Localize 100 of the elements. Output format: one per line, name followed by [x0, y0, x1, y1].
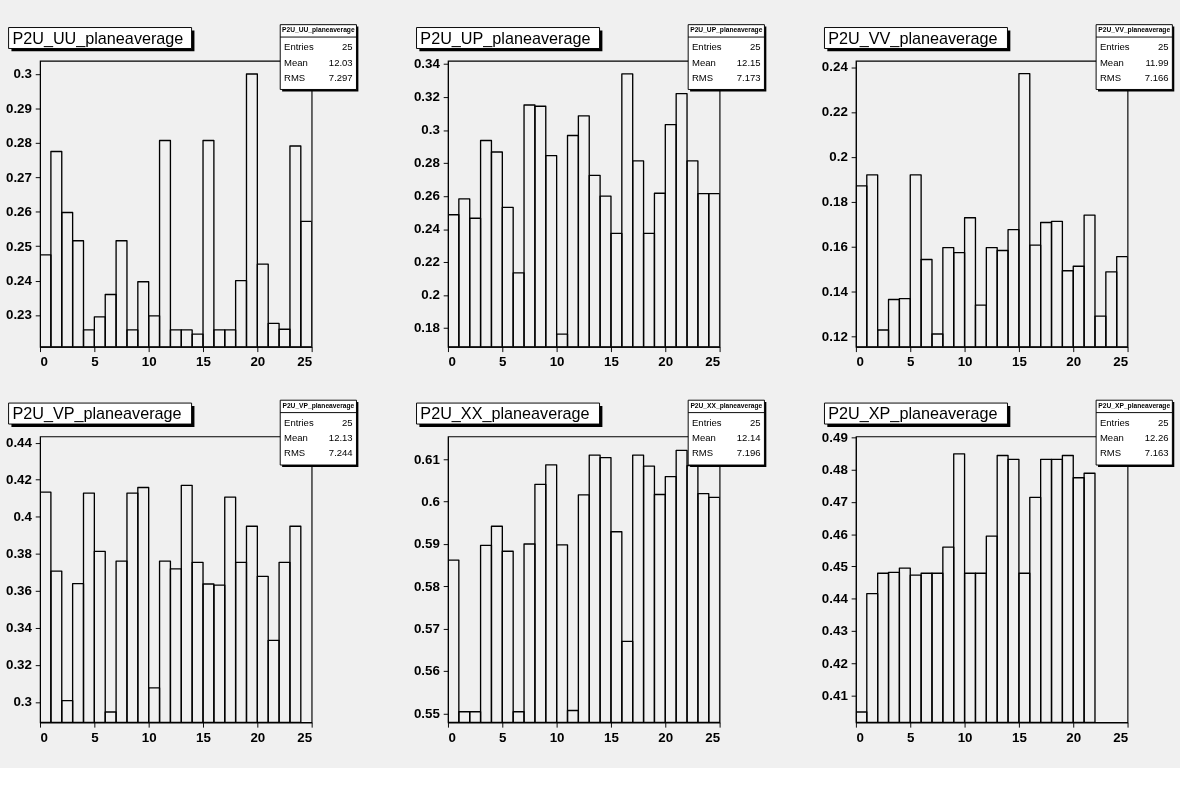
y-tick-label: 0.48 [821, 461, 848, 477]
text: 7.297 [328, 71, 353, 83]
x-tick-label: 15 [1011, 729, 1028, 745]
x-tick-label: 5 [907, 354, 916, 370]
annotation: RMS [691, 447, 714, 459]
x-tick-label: 10 [141, 729, 157, 745]
y-tick-label: 0.46 [821, 526, 848, 542]
y-tick-label: 0.22 [821, 104, 848, 120]
x-tick-label: 0 [856, 729, 864, 745]
text: 12.03 [328, 56, 353, 68]
chart-title: P2U_XP_planeaverage [828, 404, 998, 424]
y-tick-label: 0.61 [413, 451, 441, 467]
y-tick-label: 0.3 [13, 66, 32, 82]
x-tick-label: 25 [705, 354, 721, 370]
text: 12.13 [328, 432, 353, 444]
text: Entries [284, 416, 314, 428]
x-tick-label: 15 [196, 729, 212, 745]
y-tick-label: 0.45 [821, 558, 849, 574]
y-tick-label: 0.34 [5, 620, 33, 636]
annotation: Mean [284, 56, 308, 68]
x-tick-label: 5 [91, 354, 100, 370]
x-tick-label: 5 [91, 729, 100, 745]
text: 25 [1157, 41, 1169, 53]
y-tick-label: 0.23 [5, 307, 32, 323]
text: 7.196 [736, 447, 761, 459]
y-tick-label: 0.3 [13, 694, 32, 710]
y-tick-label: 0.2 [421, 287, 440, 303]
y-tick-label: 0.49 [821, 429, 848, 445]
text: 7.173 [736, 71, 761, 83]
y-tick-label: 0.18 [821, 194, 848, 210]
text: 25 [750, 41, 761, 53]
y-tick-label: 0.24 [413, 221, 441, 237]
text: Entries [691, 416, 722, 428]
y-tick-label: 0.29 [5, 100, 32, 116]
y-tick-label: 0.25 [5, 238, 33, 254]
x-tick-label: 0 [856, 354, 864, 370]
chart-title: P2U_UU_planeaverage [12, 28, 184, 48]
x-tick-label: 25 [705, 729, 721, 745]
x-tick-label: 15 [196, 354, 212, 370]
y-tick-label: 0.28 [5, 135, 32, 151]
chart-title: P2U_VP_planeaverage [12, 404, 182, 424]
annotation: RMS [284, 447, 306, 459]
y-tick-label: 0.4 [13, 509, 33, 525]
y-tick-label: 0.18 [413, 320, 440, 336]
x-tick-label: 25 [297, 354, 313, 370]
annotation: RMS [1099, 447, 1122, 459]
text: 7.163 [1144, 447, 1169, 459]
chart-title: P2U_XX_planeaverage [420, 404, 590, 424]
y-tick-label: 0.3 [421, 122, 440, 138]
text: 25 [1157, 416, 1169, 428]
y-tick-label: 0.14 [821, 283, 849, 299]
x-tick-label: 15 [604, 729, 620, 745]
y-tick-label: 0.42 [821, 655, 848, 671]
x-tick-label: 15 [604, 354, 620, 370]
y-tick-label: 0.56 [413, 663, 440, 679]
x-tick-label: 0 [448, 354, 456, 370]
y-tick-label: 0.28 [413, 155, 440, 171]
text: 12.14 [736, 432, 762, 444]
y-tick-label: 0.44 [821, 591, 849, 607]
y-tick-label: 0.58 [413, 578, 440, 594]
text: Entries [284, 41, 314, 53]
x-tick-label: 0 [40, 729, 48, 745]
y-tick-label: 0.16 [821, 239, 848, 255]
y-tick-label: 0.22 [413, 254, 440, 270]
annotation: Mean [691, 432, 716, 444]
annotation: Mean [1099, 56, 1124, 68]
y-tick-label: 0.2 [829, 149, 848, 165]
annotation: Mean [284, 432, 308, 444]
x-tick-label: 25 [297, 729, 313, 745]
x-tick-label: 20 [1066, 354, 1082, 370]
x-tick-label: 20 [658, 354, 674, 370]
text: 7.166 [1144, 71, 1169, 83]
y-tick-label: 0.26 [413, 188, 440, 204]
text: 7.244 [328, 447, 354, 459]
x-tick-label: 20 [658, 729, 674, 745]
x-tick-label: 10 [549, 354, 565, 370]
text: Entries [691, 41, 722, 53]
x-tick-label: 10 [957, 354, 973, 370]
y-tick-label: 0.55 [413, 705, 441, 721]
chart-title: P2U_VV_planeaverage [828, 28, 998, 48]
annotation: Mean [691, 56, 716, 68]
text: 25 [342, 416, 353, 428]
x-tick-label: 5 [499, 354, 508, 370]
annotation: RMS [284, 71, 306, 83]
text: 25 [750, 416, 761, 428]
y-tick-label: 0.38 [5, 546, 32, 562]
text: 11.99 [1145, 56, 1169, 68]
x-tick-label: 10 [141, 354, 157, 370]
y-tick-label: 0.24 [821, 59, 849, 75]
x-tick-label: 25 [1113, 729, 1129, 745]
text: 12.26 [1144, 432, 1169, 444]
x-tick-label: 0 [448, 729, 456, 745]
y-tick-label: 0.44 [5, 435, 33, 451]
text: Entries [1099, 41, 1130, 53]
text: 25 [342, 41, 353, 53]
x-tick-label: 5 [499, 729, 508, 745]
y-tick-label: 0.36 [5, 583, 32, 599]
y-tick-label: 0.34 [413, 56, 441, 72]
annotation: Mean [1099, 432, 1124, 444]
y-tick-label: 0.42 [5, 472, 32, 488]
